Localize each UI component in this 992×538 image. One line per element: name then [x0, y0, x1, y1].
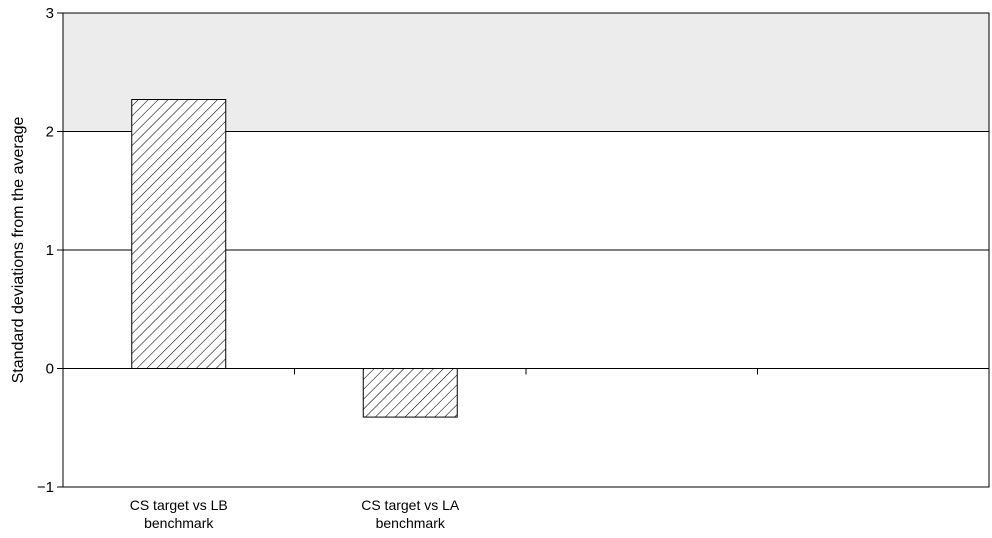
y-tick-label: −1: [37, 479, 54, 496]
x-category-label: CS target vs LB: [130, 497, 228, 513]
y-tick-label: 1: [46, 242, 54, 259]
x-category-label: CS target vs LA: [361, 497, 460, 513]
plot-border: [62, 12, 990, 488]
y-tick-label: 3: [46, 5, 54, 22]
x-category-label: benchmark: [144, 515, 214, 531]
y-tick-label: 2: [46, 124, 54, 141]
bar: [131, 99, 227, 369]
x-category-label: benchmark: [376, 515, 446, 531]
y-tick-label: 0: [46, 361, 54, 378]
y-axis-title: Standard deviations from the average: [10, 116, 27, 383]
bar: [362, 368, 458, 418]
